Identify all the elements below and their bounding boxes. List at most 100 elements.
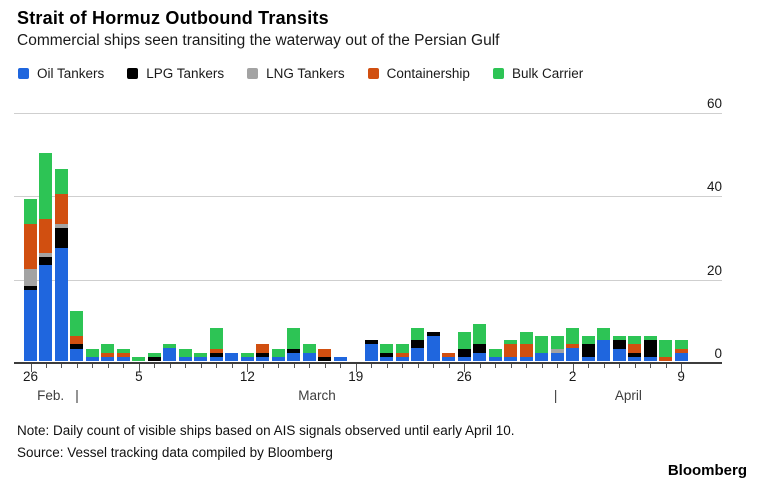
segment-oil-tankers bbox=[380, 356, 394, 361]
stacked-bar-apr-2 bbox=[566, 327, 580, 361]
stacked-bar-feb-26 bbox=[24, 198, 37, 361]
x-tick bbox=[61, 364, 63, 368]
legend-label: Containership bbox=[386, 66, 470, 81]
stacked-bar-apr-7 bbox=[643, 336, 657, 361]
x-tick bbox=[386, 364, 388, 368]
segment-containership bbox=[209, 348, 223, 353]
x-tick bbox=[665, 364, 667, 368]
segment-oil-tankers bbox=[256, 356, 270, 361]
x-tick bbox=[231, 364, 233, 368]
stacked-bar-mar-15 bbox=[287, 327, 301, 361]
segment-oil-tankers bbox=[194, 356, 208, 361]
legend-item-lpg-tankers: LPG Tankers bbox=[127, 66, 224, 81]
segment-oil-tankers bbox=[178, 356, 192, 361]
segment-oil-tankers bbox=[643, 356, 657, 361]
segment-bulk-carrier bbox=[54, 169, 68, 195]
x-tick bbox=[588, 364, 590, 368]
month-boundary-mark: | bbox=[75, 388, 79, 403]
stacked-bar-apr-5 bbox=[612, 336, 626, 361]
segment-bulk-carrier bbox=[659, 340, 673, 357]
stacked-bar-apr-4 bbox=[597, 327, 611, 361]
stacked-bar-mar-20 bbox=[364, 340, 378, 361]
x-tick bbox=[216, 364, 218, 368]
segment-bulk-carrier bbox=[116, 348, 130, 353]
x-tick bbox=[634, 364, 636, 368]
segment-bulk-carrier bbox=[674, 340, 688, 349]
stacked-bar-mar-10 bbox=[209, 327, 223, 361]
segment-containership bbox=[318, 348, 332, 357]
segment-oil-tankers bbox=[612, 348, 626, 361]
segment-lpg-tankers bbox=[426, 331, 440, 336]
segment-lpg-tankers bbox=[24, 286, 37, 291]
segment-oil-tankers bbox=[674, 352, 688, 361]
x-tick bbox=[541, 364, 543, 368]
segment-containership bbox=[24, 223, 37, 270]
stacked-bar-mar-8 bbox=[178, 348, 192, 361]
segment-containership bbox=[566, 344, 580, 349]
legend-label: Bulk Carrier bbox=[511, 66, 584, 81]
segment-containership bbox=[628, 344, 642, 353]
segment-lpg-tankers bbox=[54, 227, 68, 249]
segment-oil-tankers bbox=[426, 335, 440, 361]
segment-bulk-carrier bbox=[457, 331, 471, 349]
segment-oil-tankers bbox=[116, 356, 130, 361]
segment-containership bbox=[101, 352, 115, 357]
segment-bulk-carrier bbox=[550, 336, 564, 349]
segment-oil-tankers bbox=[209, 356, 223, 361]
x-axis-line bbox=[14, 362, 722, 364]
segment-lpg-tankers bbox=[256, 352, 270, 357]
x-tick bbox=[169, 364, 171, 368]
legend-item-containership: Containership bbox=[367, 66, 470, 81]
stacked-bar-mar-18 bbox=[333, 356, 347, 361]
segment-oil-tankers bbox=[271, 356, 285, 361]
x-tick bbox=[45, 364, 47, 368]
segment-oil-tankers bbox=[473, 352, 487, 361]
x-axis-label-19: 19 bbox=[348, 369, 364, 384]
x-tick bbox=[340, 364, 342, 368]
segment-oil-tankers bbox=[225, 352, 239, 361]
x-axis-label-26: 26 bbox=[22, 369, 39, 384]
stacked-bar-mar-3 bbox=[101, 344, 115, 361]
segment-bulk-carrier bbox=[147, 352, 161, 357]
stacked-bar-apr-3 bbox=[581, 336, 595, 361]
stacked-bar-mar-21 bbox=[380, 344, 394, 361]
stacked-bar-mar-16 bbox=[302, 344, 316, 361]
x-tick bbox=[355, 364, 357, 372]
stacked-bar-mar-25 bbox=[442, 352, 456, 361]
segment-lpg-tankers bbox=[612, 340, 626, 349]
stacked-bar-mar-28 bbox=[488, 348, 502, 361]
legend-item-bulk-carrier: Bulk Carrier bbox=[492, 66, 584, 81]
segment-bulk-carrier bbox=[24, 198, 37, 224]
stacked-bar-mar-31 bbox=[535, 336, 549, 361]
segment-oil-tankers bbox=[364, 344, 378, 361]
segment-bulk-carrier bbox=[101, 344, 115, 353]
segment-oil-tankers bbox=[457, 356, 471, 361]
stacked-bar-feb-28 bbox=[54, 169, 68, 361]
x-tick bbox=[123, 364, 125, 368]
x-tick bbox=[30, 364, 32, 372]
stacked-bar-mar-12 bbox=[240, 352, 254, 361]
stacked-bar-apr-8 bbox=[659, 340, 673, 361]
segment-bulk-carrier bbox=[271, 348, 285, 357]
segment-bulk-carrier bbox=[488, 348, 502, 357]
bloomberg-logo: Bloomberg bbox=[667, 462, 747, 479]
x-tick bbox=[417, 364, 419, 368]
segment-lpg-tankers bbox=[209, 352, 223, 357]
stacked-bar-mar-9 bbox=[194, 352, 208, 361]
stacked-bar-mar-30 bbox=[519, 331, 533, 361]
legend-swatch bbox=[247, 68, 259, 79]
segment-bulk-carrier bbox=[504, 340, 518, 345]
segment-lpg-tankers bbox=[628, 352, 642, 357]
x-tick bbox=[619, 364, 621, 368]
x-tick bbox=[495, 364, 497, 368]
x-tick bbox=[448, 364, 450, 368]
x-tick bbox=[293, 364, 295, 368]
gridline-40 bbox=[14, 196, 722, 198]
segment-lpg-tankers bbox=[473, 344, 487, 353]
x-tick bbox=[479, 364, 481, 368]
y-axis-label-0: 0 bbox=[714, 346, 722, 361]
segment-lpg-tankers bbox=[70, 344, 84, 349]
segment-oil-tankers bbox=[395, 356, 409, 361]
segment-oil-tankers bbox=[488, 356, 502, 361]
x-tick bbox=[557, 364, 559, 368]
